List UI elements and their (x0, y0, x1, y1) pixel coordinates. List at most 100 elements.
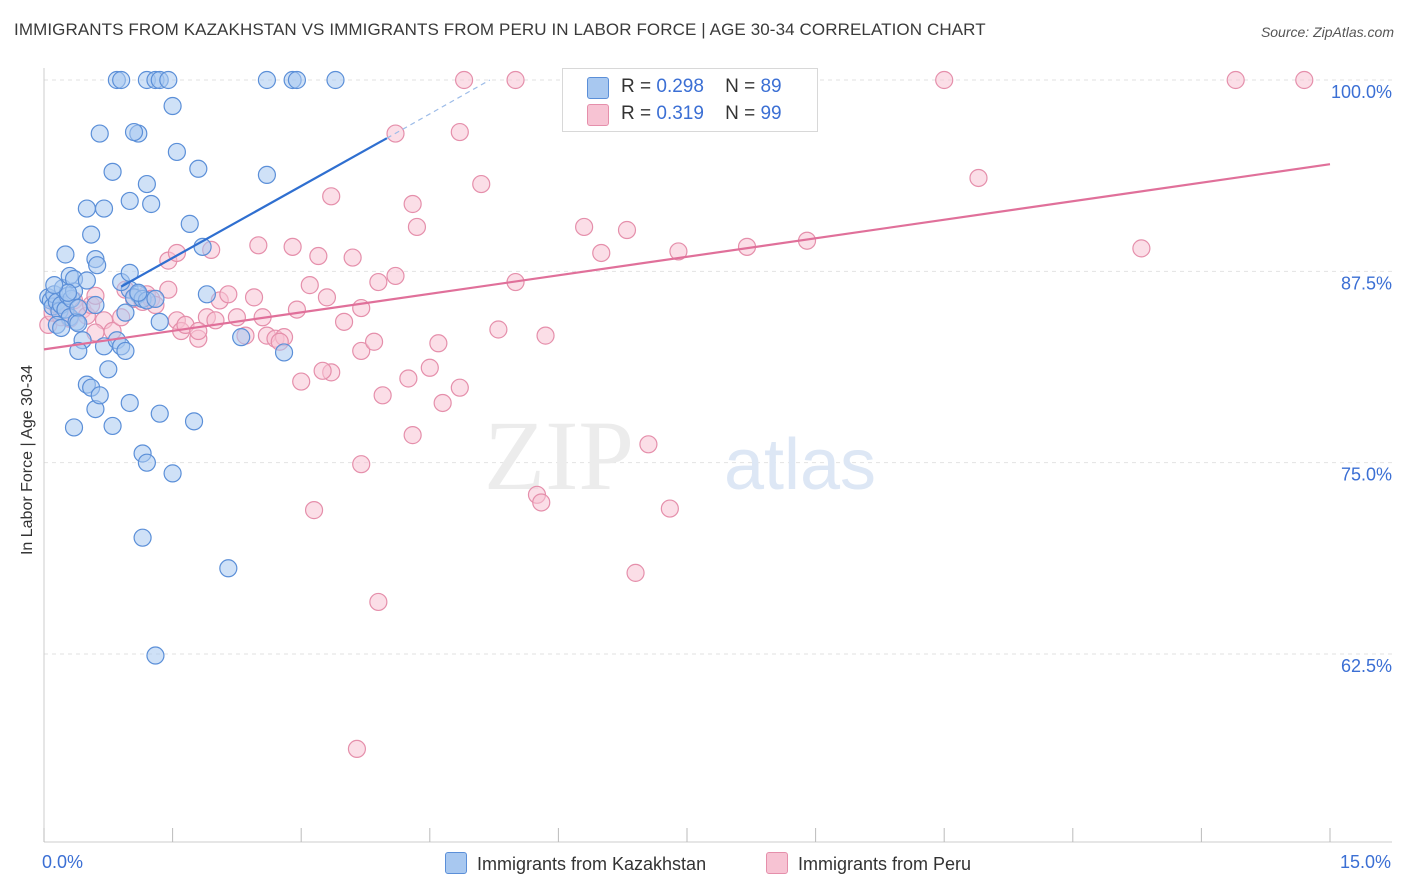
kazakhstan-point (116, 303, 135, 322)
kazakhstan-trend-line (120, 137, 388, 288)
kazakhstan-point (167, 142, 186, 162)
peru-point (935, 70, 954, 90)
y-tick-label: 62.5% (1341, 656, 1392, 676)
peru-point (660, 499, 679, 518)
kazakhstan-point (90, 124, 109, 143)
legend-r-value: 0.298 (656, 76, 704, 97)
kazakhstan-point (56, 245, 75, 264)
kazakhstan-point (257, 165, 277, 185)
peru-point (283, 237, 302, 256)
bottom-legend-peru: Immigrants from Peru (766, 852, 971, 875)
kazakhstan-point (137, 453, 156, 472)
peru-point (1132, 239, 1151, 258)
kazakhstan-point (45, 276, 64, 295)
peru-point (249, 236, 268, 255)
kazakhstan-point (103, 162, 122, 181)
peru-point (575, 217, 594, 237)
peru-point (352, 455, 371, 474)
kazakhstan-point (99, 360, 118, 379)
kazakhstan-point (180, 214, 199, 233)
kazakhstan-swatch (587, 77, 609, 99)
peru-point (472, 174, 491, 194)
peru-points (39, 70, 1314, 759)
kazakhstan-point (287, 70, 307, 90)
kazakhstan-point (219, 559, 238, 578)
peru-point (322, 187, 341, 206)
kazakhstan-point (103, 416, 122, 436)
peru-point (454, 70, 474, 90)
source-credit: Source: ZipAtlas.com (1260, 24, 1394, 40)
kazakhstan-point (197, 285, 216, 304)
kazakhstan-point (150, 404, 169, 423)
grid-lines (44, 79, 1392, 655)
kazakhstan-point (82, 225, 101, 244)
legend-r-label: R = (621, 76, 652, 97)
kazakhstan-point (120, 191, 139, 211)
kazakhstan-point (58, 283, 78, 302)
kazakhstan-point (189, 159, 208, 178)
peru-point (399, 369, 418, 388)
kazakhstan-point (146, 646, 165, 665)
y-tick-label: 87.5% (1341, 273, 1392, 293)
peru-point (450, 378, 469, 397)
legend-n-label: N = (725, 76, 756, 97)
peru-point (219, 285, 238, 304)
peru-point (287, 300, 307, 319)
peru-point (592, 243, 611, 263)
kazakhstan-point (52, 318, 71, 338)
peru-point (429, 334, 448, 353)
peru-point (433, 393, 452, 413)
kazakhstan-point (137, 174, 156, 194)
kazakhstan-point (94, 199, 114, 218)
kazakhstan-point (232, 328, 251, 347)
bottom-legend-kazakhstan: Immigrants from Kazakhstan (445, 852, 706, 875)
peru-point (669, 242, 688, 261)
peru-point (369, 272, 388, 292)
kazakhstan-point (124, 122, 144, 142)
peru-point (159, 280, 178, 299)
peru-point (506, 70, 525, 90)
peru-point (352, 341, 371, 361)
peru-point (304, 501, 324, 520)
kazakhstan-point (326, 70, 345, 90)
peru-point (407, 217, 427, 237)
peru-point (244, 288, 264, 307)
kazakhstan-legend-swatch (445, 852, 467, 874)
kazakhstan-point (133, 528, 152, 547)
kazakhstan-point (120, 393, 139, 413)
kazakhstan-point (163, 464, 182, 483)
peru-point (639, 435, 658, 454)
x-tick-label-min: 0.0% (42, 852, 84, 872)
kazakhstan-point (146, 289, 165, 308)
peru-point (300, 276, 319, 295)
kazakhstan-point (184, 412, 204, 431)
peru-point (403, 426, 422, 445)
kazakhstan-point (88, 256, 107, 275)
trend-lines (43, 79, 1331, 351)
axes (43, 68, 1392, 843)
kazakhstan-point (112, 70, 131, 90)
peru-point (347, 739, 367, 759)
legend-n-value: 89 (760, 76, 782, 97)
peru-point (313, 361, 332, 380)
kazakhstan-point (77, 271, 96, 290)
peru-point (1226, 70, 1245, 90)
peru-point (450, 122, 469, 142)
peru-point (334, 312, 354, 331)
peru-point (189, 321, 208, 341)
kazakhstan-point (129, 283, 148, 302)
peru-point (532, 493, 551, 512)
peru-point (369, 592, 388, 612)
kazakhstan-points (39, 70, 345, 665)
kazakhstan-point (86, 295, 105, 315)
peru-point (292, 372, 311, 391)
peru-point (317, 288, 337, 307)
peru-point (536, 326, 555, 345)
peru-legend-swatch (766, 852, 788, 874)
correlation-legend: R = 0.298 N = 89 R = 0.319 N = 99 (562, 68, 818, 132)
kazakhstan-point (163, 96, 182, 116)
peru-point (343, 248, 362, 267)
peru-point (969, 168, 988, 188)
watermark: ZIP atlas (484, 400, 876, 511)
